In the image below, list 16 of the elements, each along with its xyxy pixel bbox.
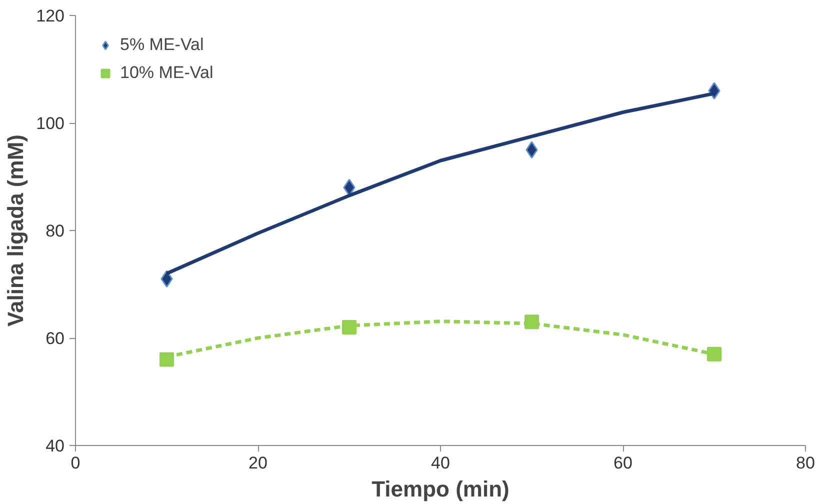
legend-label: 10% ME-Val (120, 63, 214, 83)
y-tick-label: 40 (46, 436, 65, 456)
y-axis-title: Valina ligada (mM) (3, 134, 28, 326)
point (707, 346, 722, 362)
y-tick-label: 80 (46, 222, 65, 240)
x-tick-label: 40 (431, 454, 450, 472)
x-tick-label: 60 (614, 454, 632, 472)
legend-label: 5% ME-Val (120, 35, 204, 55)
x-tick-label: 20 (248, 454, 268, 472)
point (160, 352, 174, 367)
x-tick-label: 80 (796, 454, 815, 472)
y-tick-label: 100 (36, 114, 65, 133)
y-tick-label: 60 (46, 329, 65, 348)
x-axis-title: Tiempo (min) (372, 476, 510, 502)
x-tick-label: 0 (70, 454, 80, 472)
y-tick-label: 120 (36, 6, 65, 26)
